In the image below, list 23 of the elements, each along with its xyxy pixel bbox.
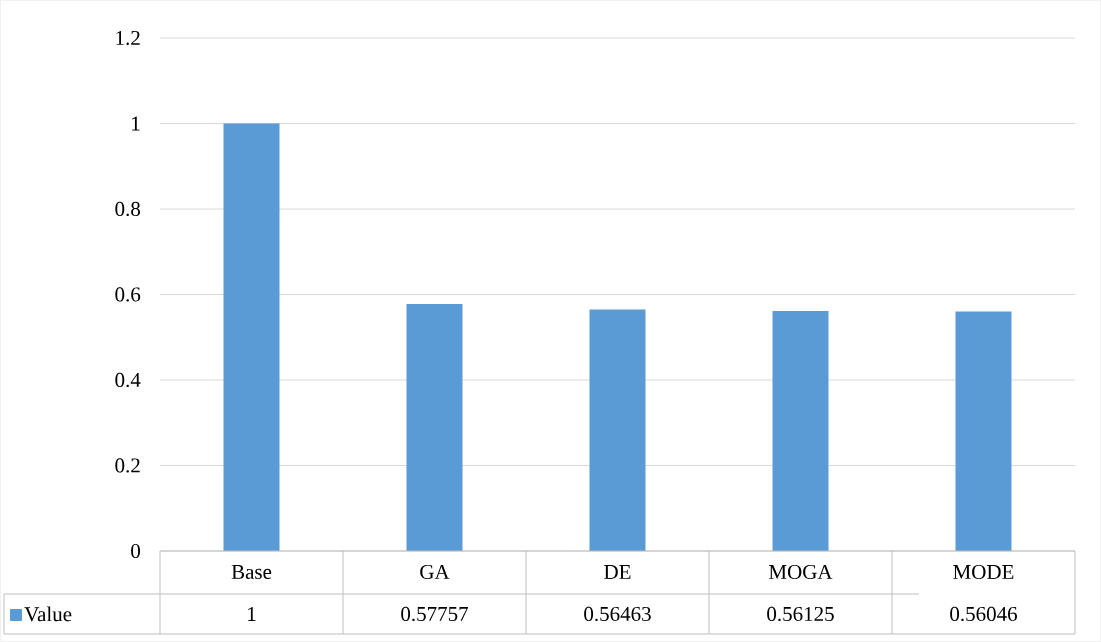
y-tick-label: 1 bbox=[132, 116, 140, 131]
data-label: 0.56125 bbox=[767, 606, 834, 622]
data-label: 0.57757 bbox=[401, 606, 469, 622]
data-label: 1 bbox=[248, 607, 256, 621]
bar bbox=[223, 123, 280, 551]
y-tick-label: 0 bbox=[131, 543, 141, 559]
y-tick-label: 0.4 bbox=[115, 372, 141, 388]
x-tick-label: Base bbox=[231, 565, 272, 579]
y-tick-label: 0.8 bbox=[115, 201, 141, 217]
bar bbox=[955, 311, 1012, 551]
x-tick-label: MODE bbox=[953, 564, 1014, 580]
y-tick-label: 1.2 bbox=[116, 30, 140, 46]
data-label: 0.56046 bbox=[950, 606, 1017, 622]
data-label: 0.56463 bbox=[584, 606, 651, 622]
bar bbox=[589, 309, 646, 551]
bar bbox=[772, 311, 829, 551]
bar bbox=[406, 304, 463, 551]
legend-label: Value bbox=[24, 606, 72, 622]
x-tick-label: DE bbox=[604, 565, 631, 579]
y-tick-label: 0.2 bbox=[115, 458, 140, 473]
y-tick-label: 0.6 bbox=[115, 287, 141, 302]
x-tick-label: GA bbox=[420, 564, 450, 580]
x-tick-label: MOGA bbox=[769, 564, 833, 580]
